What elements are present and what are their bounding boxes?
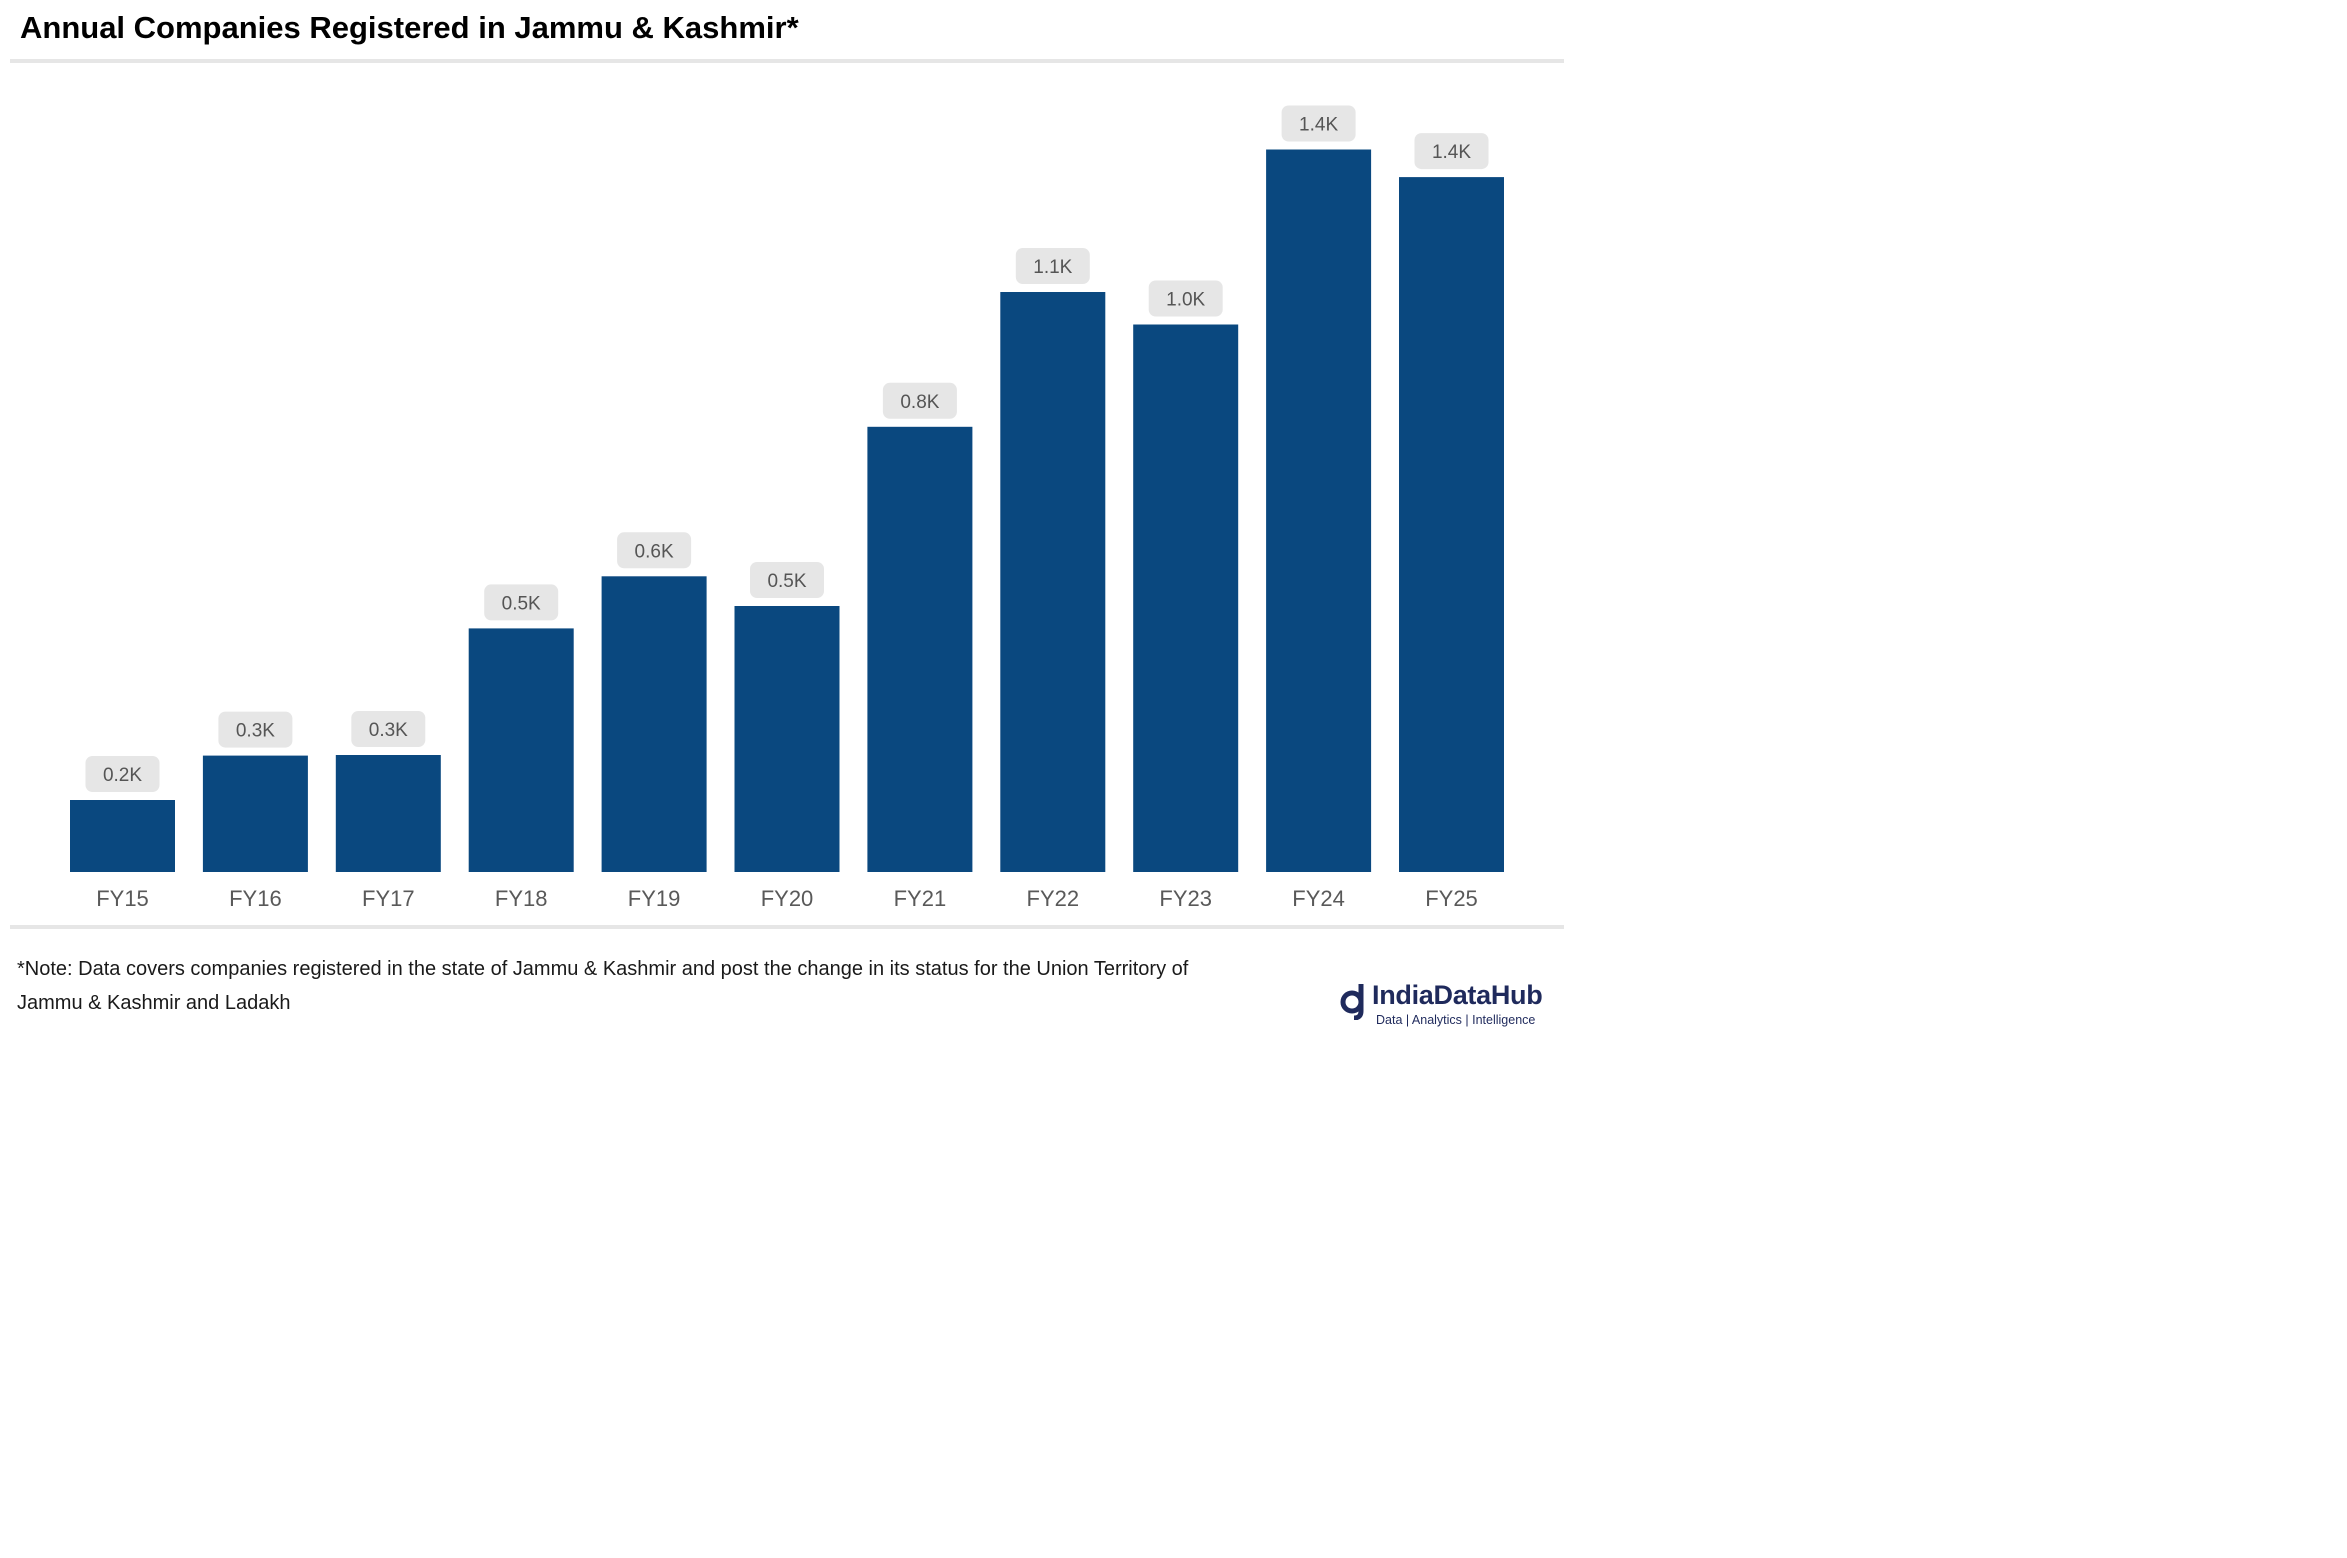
data-label-fy18: 0.5K [502,593,541,614]
brand-tagline: Data | Analytics | Intelligence [1376,1013,1536,1027]
data-label-fy17: 0.3K [369,720,408,741]
top-divider [10,59,1564,63]
footnote: *Note: Data covers companies registered … [17,958,1189,1014]
bar-fy25 [1399,177,1504,873]
data-label-bg-fy23 [1148,280,1223,317]
bar-fy24 [1266,149,1372,872]
data-label-bg-fy22 [1015,248,1090,284]
data-label-fy15: 0.2K [103,765,142,786]
x-tick-label-fy16: FY16 [229,886,282,911]
data-label-bg-fy18 [484,584,559,621]
x-tick-label-fy15: FY15 [96,886,149,911]
x-tick-label-fy22: FY22 [1027,886,1080,911]
x-tick-label-fy21: FY21 [894,886,947,911]
data-label-bg-fy24 [1281,105,1356,142]
x-tick-label-fy17: FY17 [362,886,415,911]
chart-title: Annual Companies Registered in Jammu & K… [20,10,799,45]
bar-fy21 [867,426,973,872]
bar-fy19 [601,576,707,872]
x-tick-label-fy18: FY18 [495,886,548,911]
data-label-fy16: 0.3K [236,721,275,742]
bar-fy23 [1133,324,1239,872]
bar-fy16 [202,755,308,872]
data-label-fy22: 1.1K [1033,257,1072,278]
bar-fy18 [468,628,574,872]
data-label-bg-fy16 [218,711,293,748]
bar-fy17 [335,755,441,872]
indiadatahub-logo-icon [1340,984,1364,1020]
data-label-bg-fy25 [1414,133,1489,170]
bottom-divider [10,925,1564,929]
data-label-fy24: 1.4K [1299,115,1338,136]
x-tick-label-fy19: FY19 [628,886,681,911]
data-label-bg-fy21 [882,382,957,419]
data-label-bg-fy19 [617,532,692,569]
data-label-fy19: 0.6K [635,541,674,562]
bar-fy20 [734,606,840,872]
brand-name: IndiaDataHub [1372,980,1543,1010]
x-tick-label-fy23: FY23 [1159,886,1212,911]
x-tick-label-fy20: FY20 [761,886,814,911]
data-label-fy21: 0.8K [900,392,939,413]
data-label-bg-fy17 [351,711,426,747]
data-label-bg-fy20 [750,562,824,598]
x-tick-label-fy25: FY25 [1425,886,1478,911]
data-label-fy23: 1.0K [1166,290,1205,311]
bar-chart: 0.2K FY15 0.3K FY16 0.3K FY17 0.5K FY18 0.6K FY19… [70,105,1504,911]
bar-fy22 [1000,292,1106,872]
bar-fy15 [70,800,175,872]
x-tick-label-fy24: FY24 [1292,886,1345,911]
data-label-bg-fy15 [85,756,160,792]
data-label-fy20: 0.5K [767,571,806,592]
brand-logo: IndiaDataHub Data | Analytics | Intellig… [1338,980,1563,1032]
data-label-fy25: 1.4K [1432,142,1471,163]
